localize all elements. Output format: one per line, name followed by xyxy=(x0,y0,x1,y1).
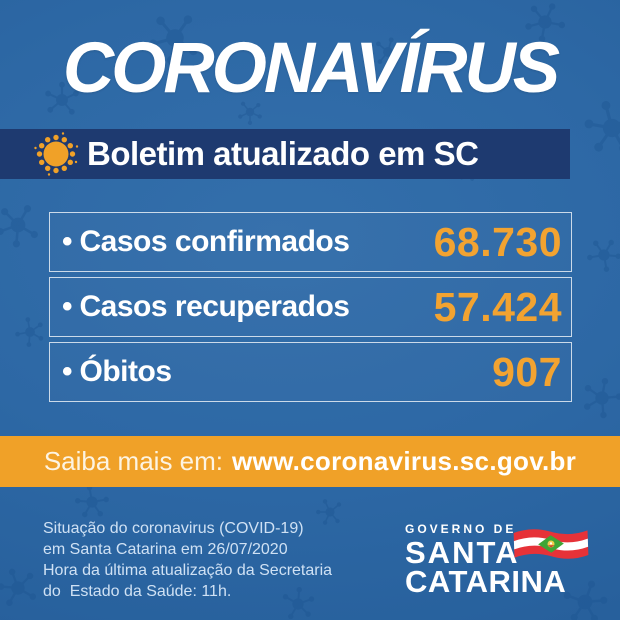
info-bar-prefix: Saiba mais em: xyxy=(43,446,224,476)
logo-state-name-line2: CATARINA xyxy=(405,564,567,599)
santa-catarina-government-logo: GOVERNO DE SANTA CATARINA xyxy=(405,522,600,599)
stat-value: 57.424 xyxy=(433,283,562,330)
stat-value: 68.730 xyxy=(433,218,562,265)
stat-label: Casos confirmados xyxy=(79,225,350,258)
stat-label: Óbitos xyxy=(79,355,173,388)
stats-panel: • Casos confirmados 68.730 • Casos recup… xyxy=(49,212,572,407)
logo-government-label: GOVERNO DE xyxy=(405,522,517,536)
footer-line-2: em Santa Catarina em 26/07/2020 xyxy=(43,541,288,558)
stat-label: Casos recuperados xyxy=(79,290,350,323)
footer-note: Situação do coronavirus (COVID-19) em Sa… xyxy=(43,518,332,602)
santa-catarina-flag-icon xyxy=(513,529,589,559)
bulletin-bar-label: Boletim atualizado em SC xyxy=(87,135,479,172)
coronavirus-website-link[interactable]: www.coronavirus.sc.gov.br xyxy=(232,446,577,476)
bulletin-bar: Boletim atualizado em SC xyxy=(0,129,570,179)
stat-value: 907 xyxy=(492,348,562,395)
info-bar: Saiba mais em: www.coronavirus.sc.gov.br xyxy=(0,436,620,487)
stat-row-deaths: • Óbitos 907 xyxy=(49,342,572,402)
footer-line-1: Situação do coronavirus (COVID-19) xyxy=(43,520,304,537)
footer-line-3: Hora da última atualização da Secretaria xyxy=(43,562,333,579)
virus-icon xyxy=(34,132,79,176)
bullet-icon: • xyxy=(62,355,73,388)
bullet-icon: • xyxy=(62,290,73,323)
stat-row-recovered-cases: • Casos recuperados 57.424 xyxy=(49,277,572,337)
logo-state-name-line1: SANTA xyxy=(405,535,520,570)
footer-line-4: do Estado da Saúde: 11h. xyxy=(43,583,232,600)
bullet-icon: • xyxy=(62,225,73,258)
page-title: CORONAVÍRUS xyxy=(62,29,560,108)
stat-row-confirmed-cases: • Casos confirmados 68.730 xyxy=(49,212,572,272)
